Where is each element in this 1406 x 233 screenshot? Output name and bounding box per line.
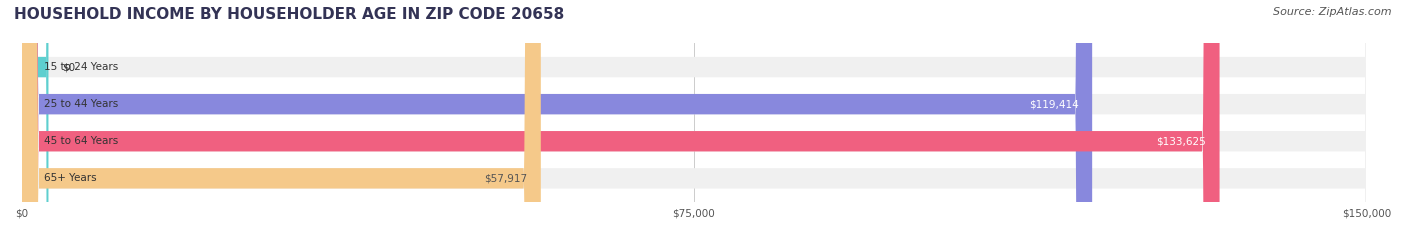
FancyBboxPatch shape (21, 0, 1367, 233)
FancyBboxPatch shape (21, 0, 541, 233)
FancyBboxPatch shape (21, 0, 48, 233)
Text: Source: ZipAtlas.com: Source: ZipAtlas.com (1274, 7, 1392, 17)
Text: $57,917: $57,917 (484, 173, 527, 183)
FancyBboxPatch shape (21, 0, 1367, 233)
FancyBboxPatch shape (21, 0, 1092, 233)
Text: HOUSEHOLD INCOME BY HOUSEHOLDER AGE IN ZIP CODE 20658: HOUSEHOLD INCOME BY HOUSEHOLDER AGE IN Z… (14, 7, 564, 22)
Text: 65+ Years: 65+ Years (44, 173, 97, 183)
FancyBboxPatch shape (21, 0, 1219, 233)
Text: $0: $0 (62, 62, 75, 72)
FancyBboxPatch shape (21, 0, 1367, 233)
FancyBboxPatch shape (21, 0, 1367, 233)
Text: $133,625: $133,625 (1156, 136, 1206, 146)
Text: 45 to 64 Years: 45 to 64 Years (44, 136, 118, 146)
Text: 25 to 44 Years: 25 to 44 Years (44, 99, 118, 109)
Text: 15 to 24 Years: 15 to 24 Years (44, 62, 118, 72)
Text: $119,414: $119,414 (1029, 99, 1078, 109)
